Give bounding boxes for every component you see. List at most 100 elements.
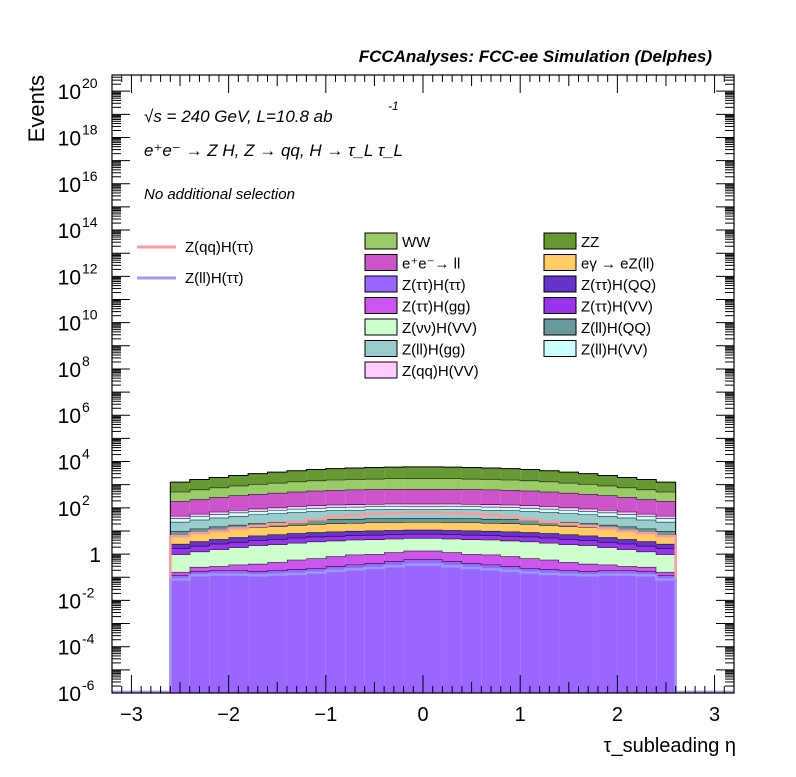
bar	[248, 508, 268, 512]
legend-swatch	[543, 232, 577, 250]
bar	[617, 517, 637, 527]
bar	[189, 499, 210, 514]
legend-entry-z-ll-h-qq: Z(ll)H(QQ)	[543, 318, 651, 337]
x-tick-label: −3	[120, 704, 143, 726]
bar	[345, 467, 365, 480]
bar	[364, 503, 385, 507]
legend-label: Z(ll)H(ττ)	[185, 270, 244, 287]
bar	[636, 545, 657, 552]
bar	[306, 505, 326, 508]
bar	[345, 535, 365, 540]
bar	[481, 504, 501, 507]
bar	[248, 473, 268, 485]
bar	[267, 513, 287, 523]
bar	[656, 518, 676, 522]
bar	[228, 512, 249, 516]
bar	[481, 530, 501, 536]
bar	[189, 532, 210, 542]
bar	[539, 508, 560, 513]
bar	[539, 470, 560, 482]
bar	[617, 526, 637, 531]
y-tick-base: 10	[58, 498, 81, 521]
bar	[520, 558, 540, 569]
bar	[248, 494, 268, 509]
bar	[306, 532, 326, 537]
legend-label: Z(ττ)H(ττ)	[402, 277, 466, 294]
y-tick-label: 10 8	[58, 353, 90, 382]
bar	[248, 511, 268, 515]
bar	[442, 534, 462, 539]
legend-label: Z(ττ)H(VV)	[581, 299, 653, 316]
bar	[520, 511, 540, 521]
y-tick-label: 10 -6	[58, 677, 95, 706]
bar	[384, 530, 404, 535]
bar	[578, 527, 598, 536]
bar	[423, 538, 443, 551]
y-tick-label: 10 14	[58, 214, 98, 243]
bar	[189, 541, 210, 546]
y-tick-exponent: 14	[82, 214, 98, 230]
y-tick-base: 10	[58, 590, 81, 613]
bar	[209, 539, 229, 544]
bar	[286, 533, 307, 538]
bar	[442, 561, 462, 693]
bar	[597, 541, 618, 548]
bar	[442, 518, 462, 523]
bar	[286, 512, 307, 521]
bar	[170, 518, 190, 522]
series-z-ll-h-qq	[170, 517, 676, 535]
bar	[209, 566, 229, 571]
bar	[209, 497, 229, 512]
legend-swatch	[364, 361, 398, 379]
bar	[248, 571, 268, 693]
bar	[636, 551, 657, 567]
bar	[481, 518, 501, 524]
bar	[248, 535, 268, 541]
legend-entry-z-h-gg: Z(ττ)H(gg)	[364, 297, 471, 316]
bar	[384, 506, 404, 510]
bar	[384, 478, 404, 490]
bar	[248, 545, 268, 564]
series-outline	[170, 505, 676, 519]
lumi-exponent: -1	[388, 99, 399, 113]
bar	[423, 466, 443, 479]
bar	[461, 503, 482, 507]
bar	[403, 538, 423, 551]
bar	[286, 520, 307, 526]
legend-label: Z(qq)H(ττ)	[185, 239, 254, 256]
bar	[364, 518, 385, 523]
bar	[520, 507, 540, 512]
bar	[209, 526, 229, 531]
bar	[384, 518, 404, 523]
bar	[617, 511, 637, 515]
bar	[170, 515, 190, 519]
bar	[325, 479, 346, 491]
y-tick-base: 10	[58, 174, 81, 197]
series-z-ll-h-vv	[170, 505, 676, 522]
bar	[617, 539, 637, 544]
bar	[403, 478, 423, 490]
bar	[228, 537, 249, 542]
bar	[345, 539, 365, 555]
bar	[442, 478, 462, 490]
bar	[539, 520, 560, 526]
bar	[228, 475, 249, 486]
bar	[286, 481, 307, 492]
bar	[481, 554, 501, 565]
x-tick-label: 1	[515, 704, 526, 726]
legend-swatch	[543, 340, 577, 357]
y-tick-base: 10	[58, 220, 81, 243]
bar	[500, 540, 521, 557]
bar	[559, 562, 579, 571]
bar	[286, 542, 307, 560]
bar	[520, 536, 540, 542]
bar	[403, 522, 423, 530]
overlay-z-ll-h	[112, 563, 734, 694]
bar	[267, 482, 287, 493]
bar	[597, 537, 618, 542]
x-axis: −3 −2 −1 0 1 2 3	[111, 75, 735, 726]
bar	[578, 535, 598, 541]
bar	[578, 545, 598, 564]
bar	[286, 569, 307, 693]
legend-label: Z(ττ)H(QQ)	[581, 277, 656, 294]
